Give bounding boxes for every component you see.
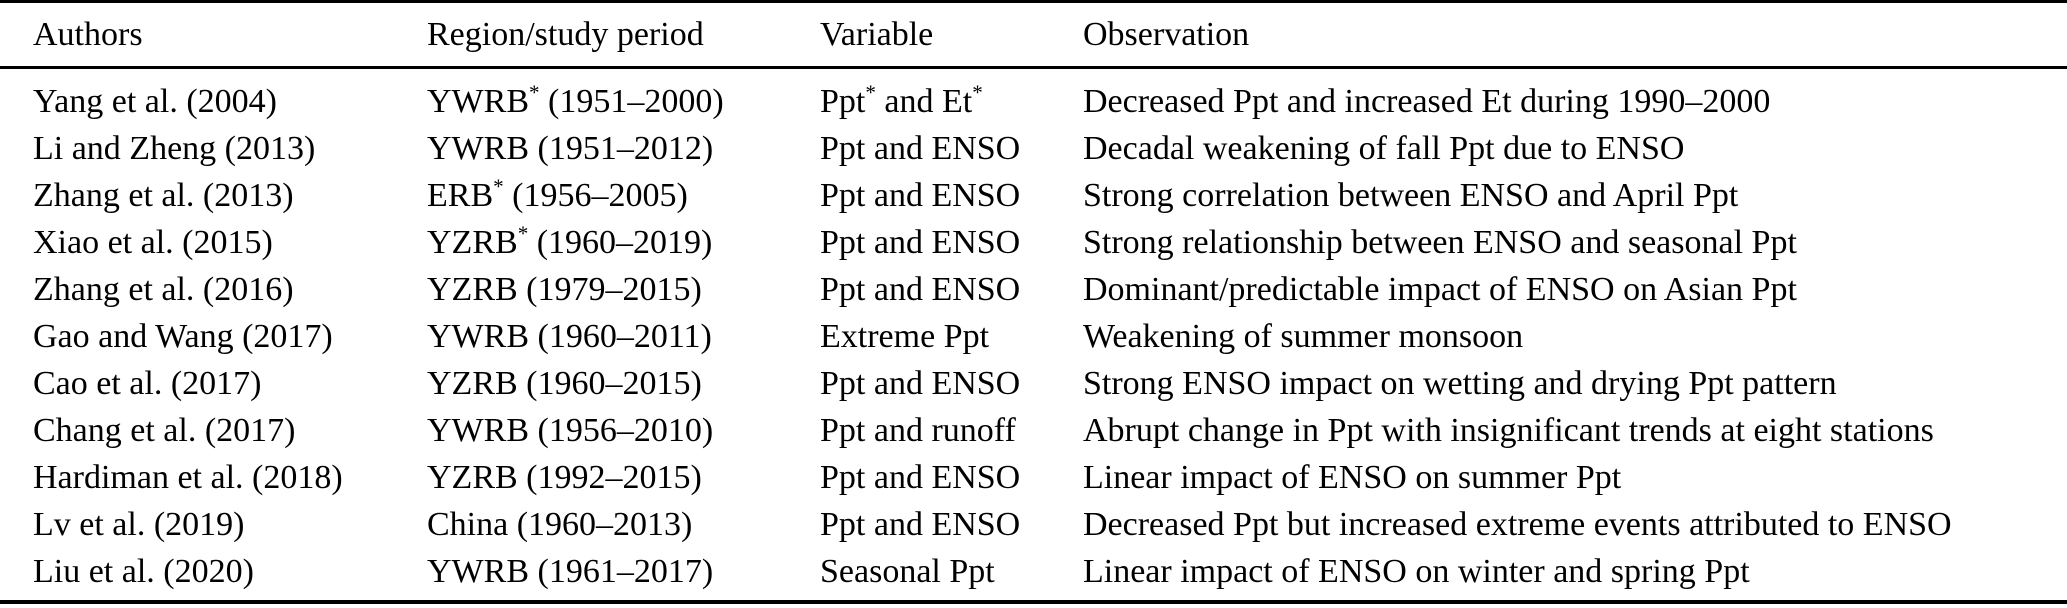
table-row: Cao et al. (2017) YZRB (1960–2015) Ppt a…	[0, 360, 2067, 407]
cell-authors: Cao et al. (2017)	[33, 364, 262, 402]
cell-region-period: YWRB (1956–2010)	[427, 411, 714, 449]
table-row: Zhang et al. (2016) YZRB (1979–2015) Ppt…	[0, 266, 2067, 313]
table-row: Yang et al. (2004) YWRB* (1951–2000) Ppt…	[0, 68, 2067, 126]
cell-variable: Ppt and ENSO	[820, 364, 1021, 402]
cell-region-period: China (1960–2013)	[427, 505, 693, 543]
cell-observation: Decreased Ppt and increased Et during 19…	[1083, 82, 1771, 120]
cell-variable: Ppt and ENSO	[820, 176, 1021, 214]
cell-observation: Strong correlation between ENSO and Apri…	[1083, 176, 1739, 214]
cell-authors: Gao and Wang (2017)	[33, 317, 333, 355]
cell-authors: Xiao et al. (2015)	[33, 223, 273, 261]
cell-observation: Weakening of summer monsoon	[1083, 317, 1524, 355]
table-header: Authors Region/study period Variable Obs…	[0, 1, 2067, 69]
cell-region-period: YWRB (1951–2012)	[427, 129, 714, 167]
cell-region-period: ERB* (1956–2005)	[427, 174, 688, 214]
cell-variable: Extreme Ppt	[820, 317, 990, 355]
cell-region-period: YZRB (1960–2015)	[427, 364, 702, 402]
cell-authors: Zhang et al. (2016)	[33, 270, 294, 308]
col-header-authors: Authors	[0, 1, 427, 69]
col-header-region-period: Region/study period	[427, 1, 820, 69]
cell-variable: Seasonal Ppt	[820, 552, 995, 590]
table-row: Hardiman et al. (2018) YZRB (1992–2015) …	[0, 454, 2067, 501]
cell-observation: Strong relationship between ENSO and sea…	[1083, 223, 1797, 261]
cell-variable: Ppt and runoff	[820, 411, 1016, 449]
cell-observation: Linear impact of ENSO on winter and spri…	[1083, 552, 1750, 590]
cell-region-period: YWRB* (1951–2000)	[427, 80, 724, 120]
cell-authors: Hardiman et al. (2018)	[33, 458, 343, 496]
header-row: Authors Region/study period Variable Obs…	[0, 1, 2067, 69]
cell-variable: Ppt and ENSO	[820, 458, 1021, 496]
cell-authors: Yang et al. (2004)	[33, 82, 277, 120]
cell-variable: Ppt* and Et*	[820, 80, 983, 120]
table-row: Liu et al. (2020) YWRB (1961–2017) Seaso…	[0, 548, 2067, 602]
cell-observation: Linear impact of ENSO on summer Ppt	[1083, 458, 1622, 496]
cell-observation: Decreased Ppt but increased extreme even…	[1083, 505, 1952, 543]
cell-authors: Chang et al. (2017)	[33, 411, 296, 449]
cell-authors: Zhang et al. (2013)	[33, 176, 294, 214]
cell-authors: Li and Zheng (2013)	[33, 129, 316, 167]
table-row: Lv et al. (2019) China (1960–2013) Ppt a…	[0, 501, 2067, 548]
table-row: Li and Zheng (2013) YWRB (1951–2012) Ppt…	[0, 125, 2067, 172]
cell-observation: Dominant/predictable impact of ENSO on A…	[1083, 270, 1797, 308]
cell-variable: Ppt and ENSO	[820, 270, 1021, 308]
table-row: Xiao et al. (2015) YZRB* (1960–2019) Ppt…	[0, 219, 2067, 266]
cell-region-period: YZRB* (1960–2019)	[427, 221, 713, 261]
col-header-observation: Observation	[1083, 1, 2067, 69]
cell-authors: Liu et al. (2020)	[33, 552, 254, 590]
cell-observation: Strong ENSO impact on wetting and drying…	[1083, 364, 1837, 402]
table-row: Gao and Wang (2017) YWRB (1960–2011) Ext…	[0, 313, 2067, 360]
cell-region-period: YZRB (1979–2015)	[427, 270, 702, 308]
table-body: Yang et al. (2004) YWRB* (1951–2000) Ppt…	[0, 68, 2067, 603]
cell-region-period: YWRB (1961–2017)	[427, 552, 714, 590]
cell-variable: Ppt and ENSO	[820, 129, 1021, 167]
cell-observation: Decadal weakening of fall Ppt due to ENS…	[1083, 129, 1685, 167]
table-row: Zhang et al. (2013) ERB* (1956–2005) Ppt…	[0, 172, 2067, 219]
cell-variable: Ppt and ENSO	[820, 223, 1021, 261]
cell-observation: Abrupt change in Ppt with insignificant …	[1083, 411, 1934, 449]
cell-region-period: YWRB (1960–2011)	[427, 317, 712, 355]
cell-authors: Lv et al. (2019)	[33, 505, 245, 543]
col-header-variable: Variable	[820, 1, 1083, 69]
table-row: Chang et al. (2017) YWRB (1956–2010) Ppt…	[0, 407, 2067, 454]
cell-region-period: YZRB (1992–2015)	[427, 458, 702, 496]
cell-variable: Ppt and ENSO	[820, 505, 1021, 543]
